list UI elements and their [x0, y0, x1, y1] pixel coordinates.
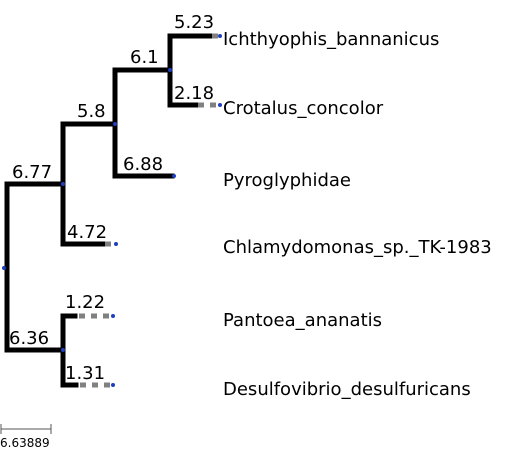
- branch-length-desulfovibrio: 1.31: [65, 363, 105, 384]
- branch-length-pantoea: 1.22: [65, 292, 105, 313]
- node-n3: [61, 182, 65, 186]
- leaf-label-ichthyophis: Ichthyophis_bannanicus: [223, 29, 439, 50]
- leaf-label-pantoea: Pantoea_ananatis: [223, 310, 382, 331]
- scale-bar: 6.63889: [0, 424, 52, 450]
- branch-length-n2: 5.8: [77, 101, 106, 122]
- branch-length-pyroglyphidae: 6.88: [123, 154, 163, 175]
- node-n4: [61, 348, 65, 352]
- scale-bar-label: 6.63889: [0, 436, 50, 450]
- leaf-dot-ichthyophis: [218, 34, 222, 38]
- leaf-dot-desulfovibrio: [111, 383, 115, 387]
- leaf-dot-pyroglyphidae: [172, 174, 176, 178]
- leaf-dot-pantoea: [111, 314, 115, 318]
- branch-length-ichthyophis: 5.23: [174, 12, 214, 33]
- node-n2: [113, 122, 117, 126]
- leaf-dot-chlamydomonas: [114, 242, 118, 246]
- leaf-label-desulfovibrio: Desulfovibrio_desulfuricans: [223, 379, 471, 400]
- leaf-label-crotalus: Crotalus_concolor: [223, 98, 384, 119]
- branch-length-n1: 6.1: [130, 47, 159, 68]
- leaf-label-chlamydomonas: Chlamydomonas_sp._TK-1983: [223, 237, 492, 258]
- branch-length-crotalus: 2.18: [174, 83, 214, 104]
- leaf-dot-crotalus: [218, 103, 222, 107]
- branch-length-chlamydomonas: 4.72: [67, 222, 107, 243]
- root-node: [2, 266, 6, 270]
- branch-length-n3: 6.77: [12, 162, 52, 183]
- node-n1: [168, 68, 172, 72]
- leaf-label-pyroglyphidae: Pyroglyphidae: [223, 170, 351, 191]
- branch-length-n4: 6.36: [9, 328, 49, 349]
